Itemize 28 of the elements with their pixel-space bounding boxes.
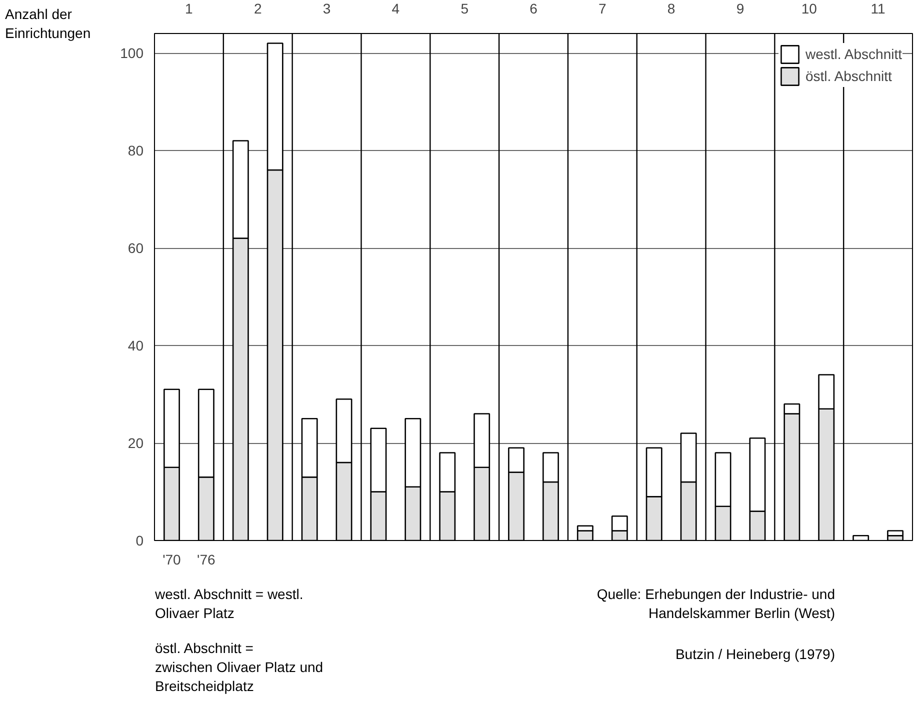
source-note: Quelle: Erhebungen der Industrie- und Handelskammer Berlin (West) — [596, 585, 835, 623]
text: westl. Abschnitt = westl. Olivaer Platz — [155, 585, 304, 623]
y-tick-label: 60 — [128, 240, 144, 256]
y-axis-title: Anzahl der Einrichtungen — [5, 5, 91, 43]
bar — [887, 530, 904, 536]
x2-tick-label: 7 — [598, 0, 607, 16]
y-tick-label: 20 — [128, 435, 144, 451]
y-tick-label: 80 — [128, 142, 144, 158]
x2-tick-label: 5 — [460, 0, 469, 16]
y-tick-label: 0 — [136, 532, 144, 548]
y-tick-label: 40 — [128, 338, 144, 354]
x2-tick-label: 4 — [392, 0, 400, 16]
x2-tick-label: 6 — [530, 0, 538, 16]
bar — [852, 534, 870, 540]
x2-tick-label: 3 — [322, 0, 331, 16]
x2-tick-label: 11 — [870, 0, 886, 16]
text: östl. Abschnitt = zwischen Olivaer Platz und Breitscheidplatz — [155, 639, 324, 696]
x-tick-label: '70 — [162, 552, 182, 568]
legend-label: östl. Abschnitt — [806, 68, 892, 84]
x-tick-label: '76 — [197, 552, 216, 568]
x2-tick-label: 8 — [667, 0, 676, 16]
x2-tick-label: 10 — [801, 0, 818, 16]
y-tick-label: 100 — [120, 45, 144, 61]
text: Butzin / Heineberg (1979) — [675, 645, 835, 664]
x2-tick-label: 1 — [185, 0, 194, 16]
legend-label: westl. Abschnitt — [806, 46, 902, 62]
x2-tick-label: 2 — [254, 0, 262, 16]
x2-tick-label: 9 — [736, 0, 744, 16]
